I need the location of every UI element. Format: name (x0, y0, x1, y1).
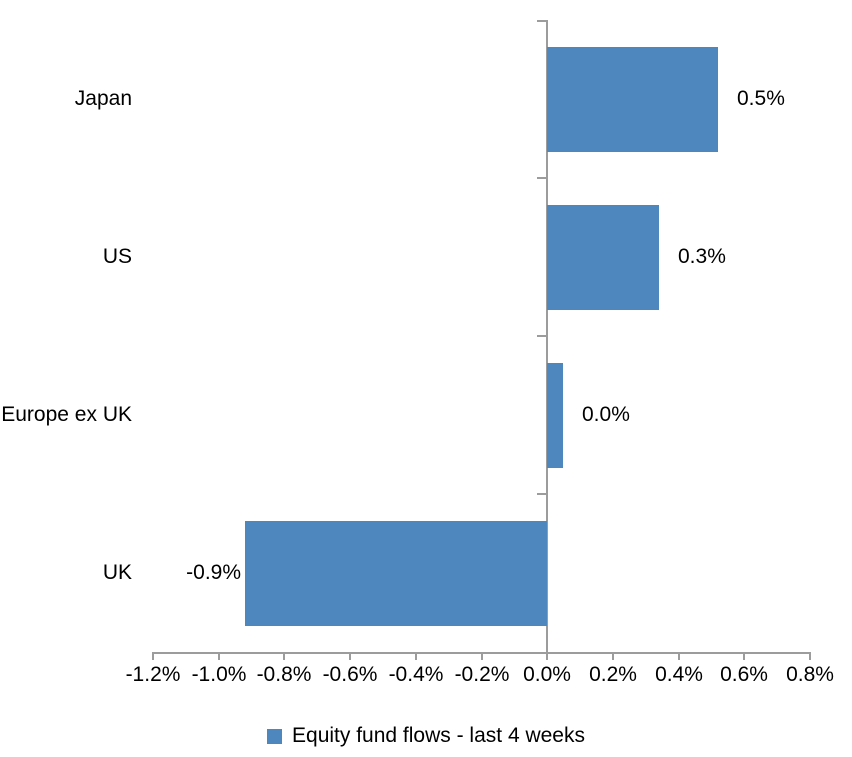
x-axis-tick (612, 652, 614, 660)
x-axis-tick-label: -1.0% (191, 663, 247, 686)
bar-data-label: -0.9% (186, 561, 241, 584)
legend-series-label: Equity fund flows - last 4 weeks (292, 724, 585, 747)
bar (547, 205, 659, 310)
x-axis-tick-label: -0.4% (388, 663, 444, 686)
bar (245, 521, 547, 626)
category-axis-tick (537, 177, 546, 179)
zero-axis-line (546, 20, 548, 660)
x-axis-tick (218, 652, 220, 660)
x-axis-tick-label: -0.2% (454, 663, 510, 686)
x-axis-tick-label: -0.8% (256, 663, 312, 686)
x-axis-tick (809, 652, 811, 660)
x-axis-tick (415, 652, 417, 660)
bar (547, 47, 718, 152)
x-axis-tick (546, 652, 548, 660)
x-axis-tick (743, 652, 745, 660)
x-axis-tick (349, 652, 351, 660)
category-label: US (102, 245, 132, 268)
x-axis-tick-label: -1.2% (125, 663, 181, 686)
x-axis-tick-label: 0.6% (720, 663, 768, 686)
category-axis-tick (537, 335, 546, 337)
legend-series-swatch-icon (267, 728, 283, 744)
bar-data-label: 0.5% (737, 87, 785, 110)
legend: Equity fund flows - last 4 weeks (0, 716, 852, 756)
x-axis-tick (283, 652, 285, 660)
category-axis-tick (537, 20, 546, 22)
x-axis-tick-label: 0.4% (655, 663, 703, 686)
x-axis-tick (481, 652, 483, 660)
category-label: UK (102, 561, 132, 584)
category-label: Europe ex UK (1, 403, 132, 426)
x-axis-tick-label: 0.8% (786, 663, 834, 686)
x-axis-tick-label: 0.2% (589, 663, 637, 686)
x-axis-tick (152, 652, 154, 660)
x-axis-tick-label: -0.6% (322, 663, 378, 686)
x-axis-tick-label: 0.0% (523, 663, 571, 686)
category-axis-tick (537, 493, 546, 495)
bar (547, 363, 563, 468)
bar-data-label: 0.3% (678, 245, 726, 268)
x-axis-tick (678, 652, 680, 660)
bar-data-label: 0.0% (582, 403, 630, 426)
category-label: Japan (74, 87, 132, 110)
